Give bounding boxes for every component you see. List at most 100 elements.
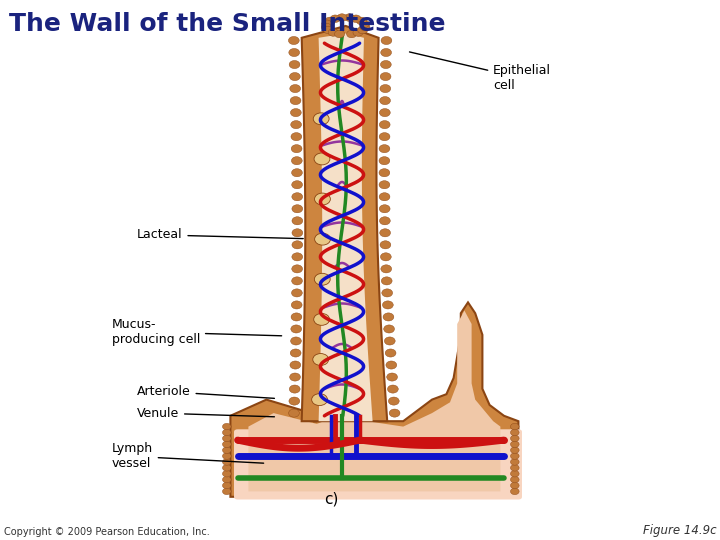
Circle shape [380,60,391,69]
Circle shape [510,441,519,448]
Circle shape [222,458,231,465]
Circle shape [289,72,300,80]
Circle shape [291,313,302,321]
Circle shape [222,447,231,454]
Text: Arteriole: Arteriole [137,385,274,399]
Text: Lymph
vessel: Lymph vessel [112,442,264,470]
Circle shape [315,273,330,285]
Circle shape [222,435,231,442]
Circle shape [384,337,395,345]
Polygon shape [302,26,387,421]
Circle shape [510,464,519,471]
Circle shape [292,168,302,177]
Circle shape [381,49,392,57]
Circle shape [351,15,361,23]
Circle shape [390,409,400,417]
Circle shape [379,217,390,225]
Text: c): c) [324,491,338,507]
Circle shape [289,49,300,57]
Circle shape [290,109,301,117]
Circle shape [385,349,396,357]
Circle shape [292,229,302,237]
Circle shape [510,435,519,442]
Circle shape [315,233,330,245]
Circle shape [382,289,392,297]
Circle shape [386,361,397,369]
Circle shape [290,361,301,369]
Circle shape [289,373,300,381]
Circle shape [379,109,390,117]
Circle shape [290,349,301,357]
Circle shape [379,193,390,201]
Circle shape [330,15,341,23]
Circle shape [382,301,393,309]
Circle shape [222,488,231,495]
Circle shape [510,429,519,436]
Circle shape [314,313,330,325]
Polygon shape [319,33,373,421]
Circle shape [292,265,302,273]
Circle shape [314,153,330,165]
Circle shape [312,354,328,366]
Circle shape [328,29,338,36]
Circle shape [335,30,345,38]
Circle shape [323,26,333,34]
Circle shape [379,229,390,237]
Circle shape [222,423,231,430]
Circle shape [380,72,391,80]
Text: Copyright © 2009 Pearson Education, Inc.: Copyright © 2009 Pearson Education, Inc. [4,527,210,537]
Circle shape [379,205,390,213]
Text: Lacteal: Lacteal [137,228,303,241]
Circle shape [222,482,231,489]
Circle shape [510,447,519,454]
Circle shape [384,325,395,333]
Circle shape [358,26,368,34]
Circle shape [291,120,302,129]
Circle shape [379,120,390,129]
Circle shape [222,476,231,483]
FancyBboxPatch shape [234,429,522,500]
Circle shape [292,289,302,297]
Circle shape [381,36,392,45]
Circle shape [383,313,394,321]
Circle shape [291,145,302,153]
Circle shape [379,97,390,105]
Circle shape [313,113,329,125]
Circle shape [359,20,369,28]
Circle shape [510,458,519,465]
Circle shape [292,217,302,225]
Circle shape [292,241,302,249]
Circle shape [510,476,519,483]
Circle shape [289,85,300,93]
Circle shape [292,157,302,165]
Circle shape [292,193,302,201]
Circle shape [353,29,363,36]
Circle shape [315,193,330,205]
Circle shape [379,133,390,141]
Text: The Wall of the Small Intestine: The Wall of the Small Intestine [9,12,445,36]
Circle shape [388,397,399,405]
Circle shape [510,423,519,430]
Circle shape [387,373,397,381]
Circle shape [379,168,390,177]
Circle shape [510,470,519,477]
Circle shape [510,488,519,495]
Circle shape [222,470,231,477]
Circle shape [292,277,302,285]
Circle shape [360,23,370,31]
Circle shape [382,277,392,285]
Circle shape [289,385,300,393]
Circle shape [379,181,390,189]
Circle shape [510,453,519,460]
Circle shape [379,145,390,153]
Circle shape [379,157,390,165]
Circle shape [289,60,300,69]
Circle shape [380,253,391,261]
Circle shape [325,17,335,25]
Circle shape [356,17,366,25]
Circle shape [291,337,302,345]
Polygon shape [248,310,500,491]
Text: Mucus-
producing cell: Mucus- producing cell [112,318,282,346]
Circle shape [346,30,356,38]
Circle shape [337,14,347,22]
